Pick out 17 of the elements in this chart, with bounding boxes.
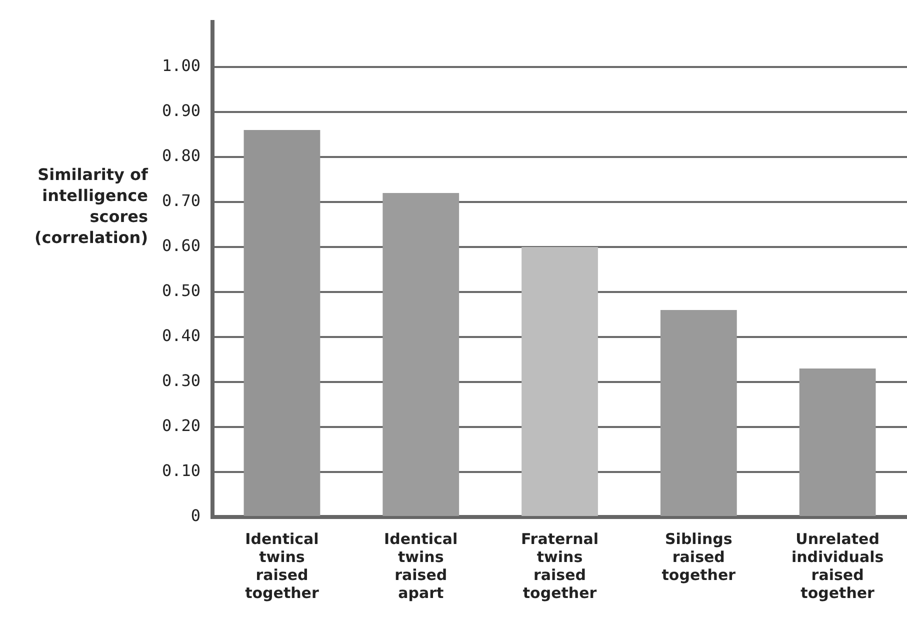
y-axis-title: Similarity of intelligence scores (correlation) <box>33 164 148 248</box>
x-tick-label: Siblings raised together <box>662 530 736 584</box>
y-tick-label: 0.30 <box>162 371 201 390</box>
y-tick-label: 0.70 <box>162 191 201 210</box>
x-tick-label: Identical twins raised apart <box>384 530 458 602</box>
y-tick-label: 0.40 <box>162 326 201 346</box>
x-tick-label: Fraternal twins raised together <box>521 530 599 602</box>
y-tick-label: 0 <box>190 506 201 526</box>
y-tick-label: 0.20 <box>162 416 201 436</box>
y-tick-label: 1.00 <box>162 56 201 76</box>
x-tick-label: Identical twins raised together <box>245 530 320 602</box>
y-tick-label: 0.10 <box>162 461 201 480</box>
x-tick-label: Unrelated individuals raised together <box>791 530 884 602</box>
y-tick-label: 0.60 <box>162 236 201 256</box>
y-tick-label: 0.80 <box>162 146 201 166</box>
y-tick-label: 0.50 <box>162 281 201 300</box>
y-tick-label: 0.90 <box>162 101 201 120</box>
